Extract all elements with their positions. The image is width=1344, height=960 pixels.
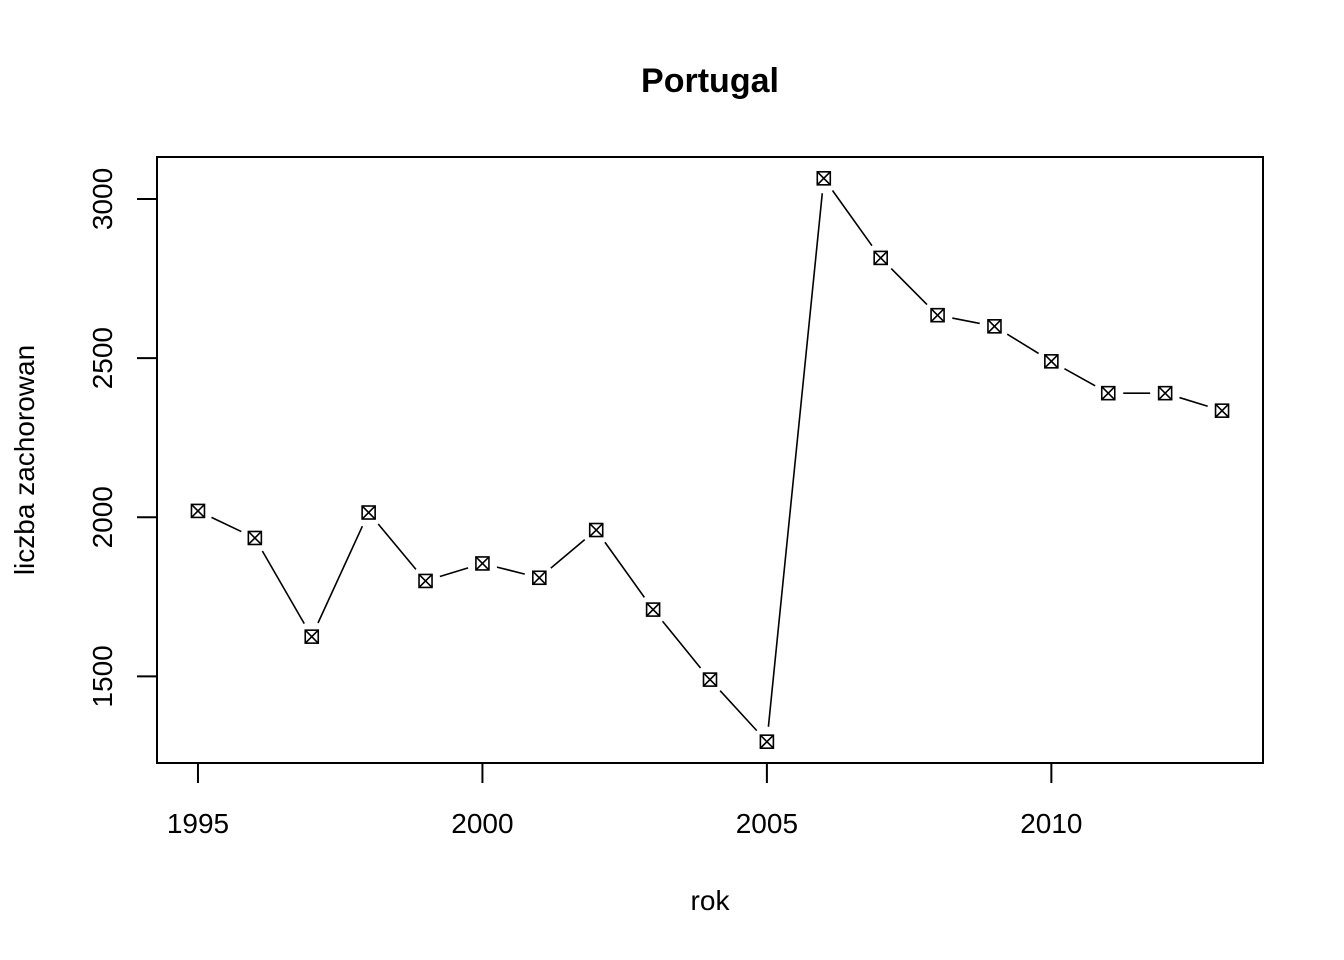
y-tick-label: 2500: [87, 327, 118, 389]
data-point: [190, 503, 206, 519]
x-tick-label: 2005: [736, 808, 798, 839]
data-point: [873, 250, 888, 266]
x-axis-label: rok: [691, 885, 731, 916]
series-segment: [1179, 396, 1208, 408]
data-point: [816, 171, 832, 186]
x-axis: 1995 2000 2005 2010: [167, 762, 1083, 839]
series-segment: [661, 620, 702, 669]
y-axis-label: liczba zachorowan: [9, 345, 40, 575]
data-point: [418, 573, 433, 589]
data-point: [1044, 354, 1059, 369]
series-segment: [317, 525, 364, 624]
data-point: [987, 319, 1002, 334]
series-segment: [211, 516, 242, 533]
series-segment: [831, 190, 873, 247]
data-point: [1100, 385, 1116, 401]
series-segment: [1006, 333, 1040, 355]
series-segment: [890, 267, 928, 306]
y-tick-label: 3000: [87, 168, 118, 230]
data-point: [759, 734, 775, 749]
data-point: [532, 570, 547, 586]
series-segment: [550, 539, 586, 569]
x-tick-label: 1995: [167, 808, 229, 839]
data-point: [1214, 403, 1230, 418]
y-tick-label: 1500: [87, 645, 118, 707]
series-segment: [604, 541, 646, 598]
data-point: [304, 629, 320, 644]
x-tick-label: 2000: [451, 808, 513, 839]
series-segment: [719, 690, 758, 732]
data-point: [1157, 385, 1173, 401]
y-axis: 1500 2000 2500 3000: [87, 168, 158, 708]
data-point: [645, 602, 661, 617]
series-segment: [767, 193, 824, 727]
data-point: [247, 530, 263, 546]
data-point: [702, 672, 718, 687]
chart-title: Portugal: [641, 62, 779, 100]
series-segment: [952, 317, 980, 325]
y-tick-label: 2000: [87, 486, 118, 548]
x-tick-label: 2010: [1020, 808, 1082, 839]
series-segment: [1064, 367, 1096, 387]
data-point: [588, 522, 604, 538]
series-layer: [190, 171, 1230, 749]
series-segment: [439, 567, 469, 578]
series-segment: [377, 523, 417, 570]
data-point: [475, 556, 490, 571]
data-point: [930, 307, 945, 323]
data-point: [361, 505, 376, 520]
series-segment: [261, 550, 305, 625]
series-segment: [496, 566, 525, 575]
plot-frame: [156, 156, 1264, 764]
